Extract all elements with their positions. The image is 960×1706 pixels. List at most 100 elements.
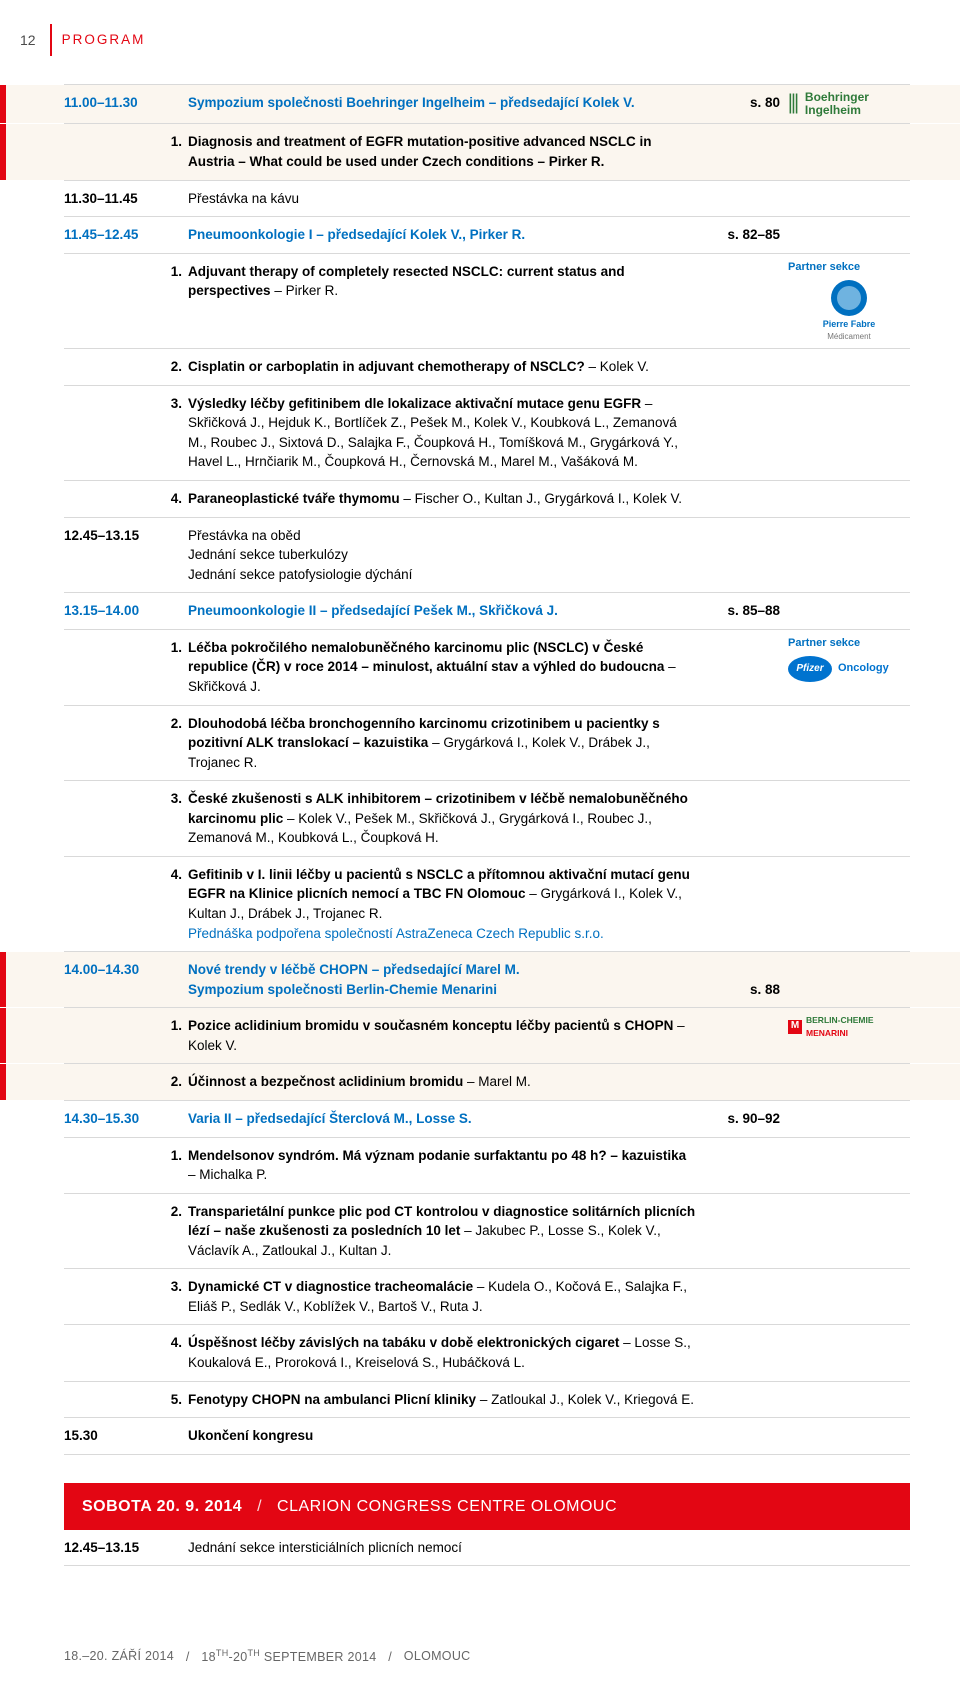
talk-row: 5. Fenotypy CHOPN na ambulanci Plicní kl… (64, 1381, 910, 1418)
session-title: Nové trendy v léčbě CHOPN – předsedající… (188, 952, 706, 1007)
talk-row: 2. Transparietální punkce plic pod CT ko… (64, 1193, 910, 1269)
talk-row: 2. Cisplatin or carboplatin in adjuvant … (64, 348, 910, 385)
slash-separator: / (247, 1498, 272, 1515)
extra-line: Jednání sekce tuberkulózy (188, 547, 348, 562)
talk-row: 2. Účinnost a bezpečnost aclidinium brom… (64, 1063, 910, 1100)
berlinchemie-logo: M BERLIN-CHEMIE MENARINI (788, 1014, 910, 1039)
logo-line1: Boehringer (805, 90, 869, 104)
banner-date: SOBOTA 20. 9. 2014 (82, 1498, 242, 1515)
talk-row: 1. Diagnosis and treatment of EGFR mutat… (64, 123, 910, 179)
logo-line2: MENARINI (806, 1028, 848, 1038)
page-header: 12 PROGRAM (0, 24, 910, 56)
item-text: České zkušenosti s ALK inhibitorem – cri… (188, 781, 706, 856)
item-number: 4. (158, 1325, 188, 1380)
closing-rule (64, 1454, 910, 1455)
accent-left-bar (0, 1064, 6, 1100)
talk-row: 1. Pozice aclidinium bromidu v současném… (64, 1007, 910, 1063)
footer-city: OLOMOUC (404, 1650, 471, 1664)
accent-left-bar (0, 1008, 6, 1063)
item-number: 4. (158, 481, 188, 517)
session-title: Ukončení kongresu (188, 1418, 706, 1454)
sponsor-cell: ⫴ Boehringer Ingelheim (780, 85, 910, 123)
item-number: 4. (158, 857, 188, 951)
item-number: 1. (158, 630, 188, 705)
page-ref: s. 90–92 (706, 1101, 780, 1137)
sponsor-note: Přednáška podpořena společností AstraZen… (188, 926, 604, 941)
page-ref: s. 88 (706, 972, 780, 1008)
item-number: 2. (158, 1194, 188, 1269)
logo-sub: Oncology (838, 661, 889, 677)
session-time: 15.30 (64, 1418, 158, 1454)
boehringer-icon: ⫴ (788, 91, 799, 117)
session-title: Jednání sekce intersticiálních plicních … (188, 1530, 706, 1566)
page-ref: s. 82–85 (706, 217, 780, 253)
item-number: 2. (158, 706, 188, 781)
accent-left-bar (0, 85, 6, 123)
header-accent-bar (50, 24, 52, 56)
item-text: Účinnost a bezpečnost aclidinium bromidu… (188, 1064, 706, 1100)
page-footer: 18.–20. ZÁŘÍ 2014 / 18TH-20TH SEPTEMBER … (64, 1646, 910, 1665)
item-text: Léčba pokročilého nemalobuněčného karcin… (188, 630, 706, 705)
break-row: 12.45–13.15 Přestávka na oběd Jednání se… (64, 517, 910, 593)
item-text: Adjuvant therapy of completely resected … (188, 254, 706, 349)
talk-row: 4. Úspěšnost léčby závislých na tabáku v… (64, 1324, 910, 1380)
item-text: Pozice aclidinium bromidu v současném ko… (188, 1008, 706, 1063)
session-time: 13.15–14.00 (64, 593, 158, 629)
item-number: 5. (158, 1382, 188, 1418)
talk-row: 3. Výsledky léčby gefitinibem dle lokali… (64, 385, 910, 480)
talk-row: 12.45–13.15 Jednání sekce intersticiální… (64, 1530, 910, 1566)
logo-line2: Médicament (788, 331, 910, 343)
talk-row: 4. Paraneoplastické tváře thymomu – Fisc… (64, 480, 910, 517)
pierrefabre-logo: Pierre Fabre Médicament (788, 280, 910, 343)
session-time: 14.00–14.30 (64, 952, 158, 1007)
sponsor-cell: M BERLIN-CHEMIE MENARINI (780, 1008, 910, 1063)
footer-date-en: 18TH-20TH SEPTEMBER 2014 (201, 1650, 380, 1664)
item-text: Fenotypy CHOPN na ambulanci Plicní klini… (188, 1382, 706, 1418)
session-header: 14.30–15.30 Varia II – předsedající Šter… (64, 1100, 910, 1137)
talk-row: 2. Dlouhodobá léčba bronchogenního karci… (64, 705, 910, 781)
session-time: 12.45–13.15 (64, 518, 158, 593)
talk-row: 3. Dynamické CT v diagnostice tracheomal… (64, 1268, 910, 1324)
session-time: 11.45–12.45 (64, 217, 158, 253)
session-title: Sympozium společnosti Boehringer Ingelhe… (188, 85, 706, 123)
item-text: Dynamické CT v diagnostice tracheomaláci… (188, 1269, 706, 1324)
session-subtitle: Sympozium společnosti Berlin-Chemie Mena… (188, 982, 497, 997)
logo-line1: BERLIN-CHEMIE (806, 1015, 874, 1025)
item-text: Transparietální punkce plic pod CT kontr… (188, 1194, 706, 1269)
session-title: Přestávka na oběd Jednání sekce tuberkul… (188, 518, 706, 593)
berlinchemie-mark-icon: M (788, 1020, 802, 1034)
session-title: Pneumoonkologie II – předsedající Pešek … (188, 593, 706, 629)
item-text: Mendelsonov syndróm. Má význam podanie s… (188, 1138, 706, 1193)
talk-row: 1. Adjuvant therapy of completely resect… (64, 253, 910, 349)
session-title: Varia II – předsedající Šterclová M., Lo… (188, 1101, 706, 1137)
item-number: 1. (158, 1138, 188, 1193)
accent-left-bar (0, 124, 6, 179)
logo-line1: Pierre Fabre (788, 318, 910, 331)
session-title: Přestávka na kávu (188, 181, 706, 217)
session-header: 11.45–12.45 Pneumoonkologie I – předseda… (64, 216, 910, 253)
boehringer-logo: ⫴ Boehringer Ingelheim (788, 91, 910, 117)
item-number: 2. (158, 1064, 188, 1100)
page-ref: s. 80 (706, 85, 780, 123)
talk-row: 1. Léčba pokročilého nemalobuněčného kar… (64, 629, 910, 705)
slash-separator: / (380, 1650, 400, 1664)
sponsor-cell: Partner sekce Pierre Fabre Médicament (780, 254, 910, 349)
day-banner: SOBOTA 20. 9. 2014 / CLARION CONGRESS CE… (64, 1483, 910, 1530)
talk-row: 3. České zkušenosti s ALK inhibitorem – … (64, 780, 910, 856)
item-number: 1. (158, 124, 188, 179)
item-number: 3. (158, 1269, 188, 1324)
session-header: 13.15–14.00 Pneumoonkologie II – předsed… (64, 592, 910, 629)
break-row: 11.30–11.45 Přestávka na kávu (64, 180, 910, 217)
section-title: PROGRAM (62, 30, 146, 50)
page-number: 12 (0, 30, 50, 50)
pfizer-oval-icon: Pfizer (788, 656, 832, 682)
item-text: Výsledky léčby gefitinibem dle lokalizac… (188, 386, 706, 480)
item-text: Cisplatin or carboplatin in adjuvant che… (188, 349, 706, 385)
sponsor-cell: Partner sekce Pfizer Oncology (780, 630, 910, 705)
session-time: 12.45–13.15 (64, 1530, 158, 1566)
item-text: Paraneoplastické tváře thymomu – Fischer… (188, 481, 706, 517)
item-number: 3. (158, 386, 188, 480)
pierrefabre-icon (831, 280, 867, 316)
session-time: 11.30–11.45 (64, 181, 158, 217)
item-text: Gefitinib v I. linii léčby u pacientů s … (188, 857, 706, 951)
